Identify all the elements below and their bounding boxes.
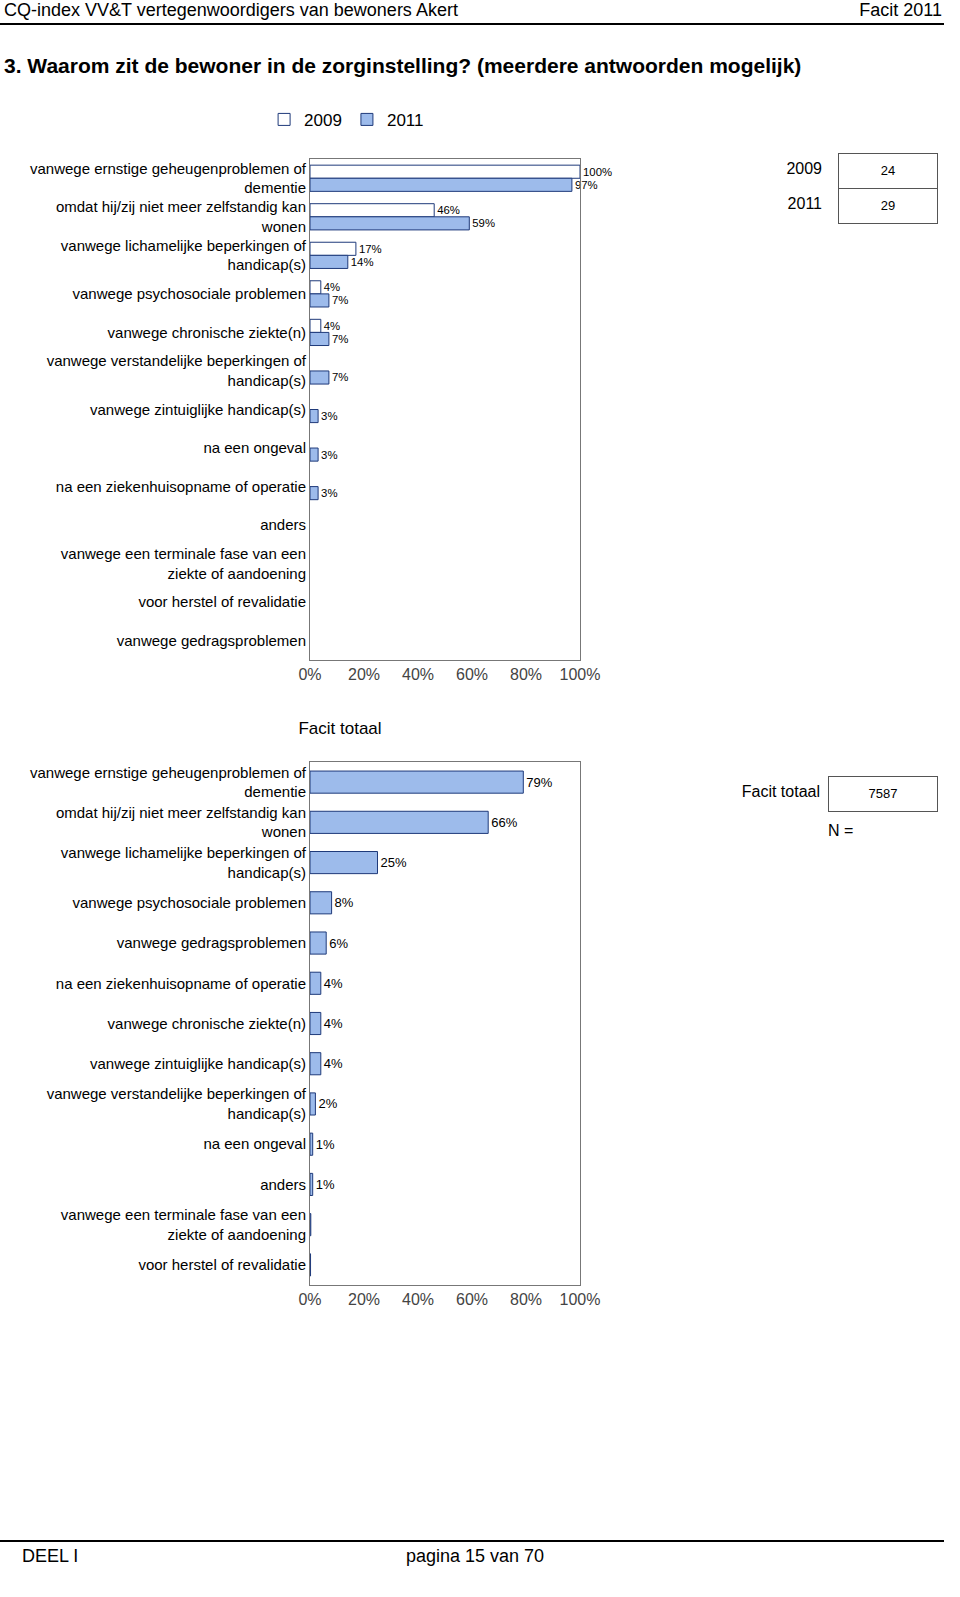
- svg-text:4%: 4%: [324, 1056, 343, 1071]
- svg-text:anders: anders: [260, 1176, 306, 1193]
- svg-text:25%: 25%: [381, 855, 407, 870]
- svg-text:4%: 4%: [324, 281, 340, 293]
- svg-text:vanwege verstandelijke beperki: vanwege verstandelijke beperkingen ofhan…: [47, 1085, 307, 1122]
- svg-text:17%: 17%: [359, 243, 382, 255]
- svg-text:voor herstel of revalidatie: voor herstel of revalidatie: [138, 1256, 306, 1273]
- svg-text:na een ziekenhuisopname of ope: na een ziekenhuisopname of operatie: [56, 478, 306, 495]
- svg-text:7%: 7%: [332, 294, 348, 306]
- svg-text:60%: 60%: [456, 1291, 488, 1308]
- html-text:2009: 2009: [786, 160, 822, 177]
- svg-text:60%: 60%: [456, 666, 488, 683]
- html-text:N =: N =: [828, 822, 854, 839]
- svg-text:4%: 4%: [324, 976, 343, 991]
- svg-text:100%: 100%: [560, 1291, 601, 1308]
- html-text:Facit 2011: Facit 2011: [859, 0, 942, 20]
- svg-text:4%: 4%: [324, 1016, 343, 1031]
- svg-text:3%: 3%: [321, 487, 337, 499]
- svg-text:20%: 20%: [348, 666, 380, 683]
- svg-text:100%: 100%: [583, 166, 612, 178]
- svg-text:vanwege verstandelijke beperki: vanwege verstandelijke beperkingen ofhan…: [47, 352, 307, 389]
- svg-text:na een ongeval: na een ongeval: [203, 1135, 306, 1152]
- svg-text:vanwege een terminale fase van: vanwege een terminale fase van eenziekte…: [61, 1206, 306, 1243]
- svg-text:40%: 40%: [402, 666, 434, 683]
- svg-text:66%: 66%: [491, 815, 517, 830]
- svg-text:3%: 3%: [321, 449, 337, 461]
- svg-text:2011: 2011: [387, 111, 424, 130]
- html-text:2011: 2011: [787, 195, 822, 212]
- svg-text:vanwege ernstige geheugenprobl: vanwege ernstige geheugenproblemen ofdem…: [30, 764, 307, 801]
- svg-text:1%: 1%: [316, 1177, 335, 1192]
- svg-text:2009: 2009: [304, 111, 342, 130]
- svg-text:vanwege zintuiglijke handicap(: vanwege zintuiglijke handicap(s): [90, 1055, 306, 1072]
- svg-text:vanwege lichamelijke beperking: vanwege lichamelijke beperkingen ofhandi…: [61, 237, 307, 274]
- svg-text:7%: 7%: [332, 333, 348, 345]
- svg-text:na een ziekenhuisopname of ope: na een ziekenhuisopname of operatie: [56, 975, 306, 992]
- svg-text:46%: 46%: [437, 204, 460, 216]
- svg-text:20%: 20%: [348, 1291, 380, 1308]
- svg-text:0%: 0%: [298, 1291, 321, 1308]
- html-text:DEEL I: DEEL I: [22, 1546, 79, 1566]
- svg-text:vanwege gedragsproblemen: vanwege gedragsproblemen: [117, 632, 306, 649]
- html-text:24: 24: [880, 163, 896, 178]
- svg-text:8%: 8%: [335, 895, 354, 910]
- svg-text:14%: 14%: [351, 256, 374, 268]
- html-text:CQ-index VV&T vertegenwoordige: CQ-index VV&T vertegenwoordigers van bew…: [4, 0, 458, 20]
- svg-text:0%: 0%: [298, 666, 321, 683]
- svg-text:4%: 4%: [324, 320, 340, 332]
- svg-text:59%: 59%: [472, 217, 495, 229]
- svg-text:na een ongeval: na een ongeval: [203, 439, 306, 456]
- svg-text:vanwege chronische ziekte(n): vanwege chronische ziekte(n): [108, 1015, 306, 1032]
- html-text:3. Waarom zit de bewoner in de: 3. Waarom zit de bewoner in de zorginste…: [4, 54, 802, 77]
- svg-text:vanwege gedragsproblemen: vanwege gedragsproblemen: [117, 934, 306, 951]
- html-text:pagina 15 van 70: pagina 15 van 70: [405, 1546, 545, 1566]
- svg-text:80%: 80%: [510, 1291, 542, 1308]
- svg-text:40%: 40%: [402, 1291, 434, 1308]
- html-text:7587: 7587: [868, 786, 898, 801]
- svg-text:6%: 6%: [329, 936, 348, 951]
- svg-text:3%: 3%: [321, 410, 337, 422]
- svg-text:vanwege een terminale fase van: vanwege een terminale fase van eenziekte…: [61, 545, 306, 582]
- svg-text:2%: 2%: [318, 1096, 337, 1111]
- svg-text:97%: 97%: [575, 179, 598, 191]
- svg-text:omdat hij/zij niet meer zelfst: omdat hij/zij niet meer zelfstandig kanw…: [56, 198, 306, 235]
- svg-text:omdat hij/zij niet meer zelfst: omdat hij/zij niet meer zelfstandig kanw…: [56, 804, 306, 841]
- svg-text:voor herstel of revalidatie: voor herstel of revalidatie: [138, 593, 306, 610]
- svg-text:1%: 1%: [316, 1137, 335, 1152]
- svg-text:vanwege psychosociale probleme: vanwege psychosociale problemen: [73, 285, 306, 302]
- svg-text:anders: anders: [260, 516, 306, 533]
- svg-text:80%: 80%: [510, 666, 542, 683]
- svg-text:79%: 79%: [526, 775, 552, 790]
- svg-text:vanwege psychosociale probleme: vanwege psychosociale problemen: [73, 894, 306, 911]
- svg-text:7%: 7%: [332, 371, 348, 383]
- svg-text:vanwege ernstige geheugenprobl: vanwege ernstige geheugenproblemen ofdem…: [30, 160, 307, 197]
- svg-text:vanwege lichamelijke beperking: vanwege lichamelijke beperkingen ofhandi…: [61, 844, 307, 881]
- svg-text:vanwege chronische ziekte(n): vanwege chronische ziekte(n): [108, 324, 306, 341]
- svg-text:vanwege zintuiglijke handicap(: vanwege zintuiglijke handicap(s): [90, 401, 306, 418]
- html-text:Facit totaal: Facit totaal: [741, 783, 820, 800]
- html-text:29: 29: [880, 198, 896, 213]
- svg-text:100%: 100%: [560, 666, 601, 683]
- svg-text:Facit totaal: Facit totaal: [298, 719, 381, 738]
